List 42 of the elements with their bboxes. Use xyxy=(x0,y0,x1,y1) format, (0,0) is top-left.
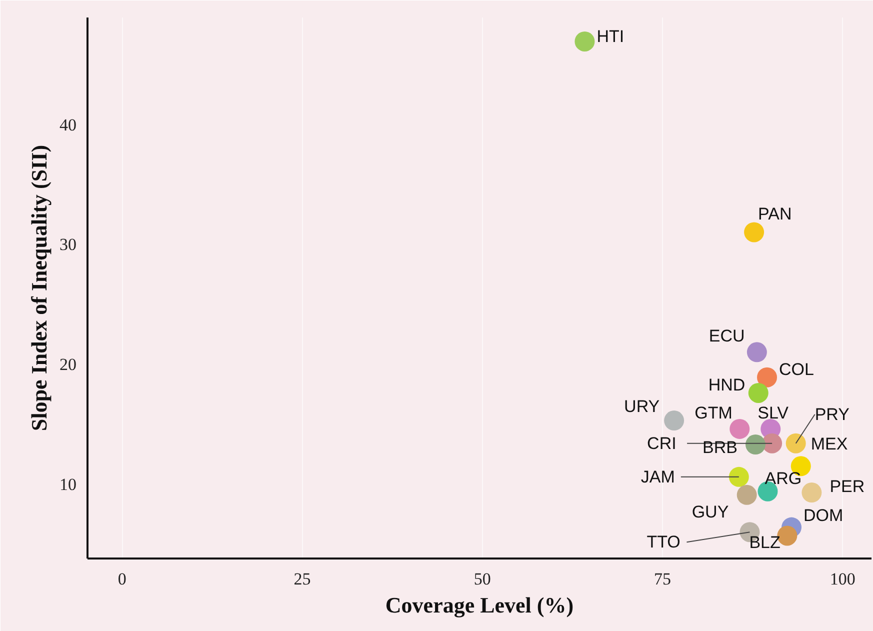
y-axis-title: Slope Index of Inequality (SII) xyxy=(26,144,52,432)
annotation: HND xyxy=(708,375,746,394)
annotation: DOM xyxy=(804,506,844,525)
annotation: JAM xyxy=(640,467,675,486)
point xyxy=(802,482,822,503)
y-tick-label: 10 xyxy=(60,475,76,494)
annotation: BLZ xyxy=(749,533,780,552)
annotation: PER xyxy=(830,477,865,496)
annotation: ECU xyxy=(708,326,745,346)
y-tick-label: 30 xyxy=(60,235,76,254)
x-tick-label: 75 xyxy=(654,570,672,588)
y-tick-label: 20 xyxy=(60,355,76,374)
point xyxy=(736,484,757,505)
annotation: PRY xyxy=(814,404,850,424)
x-tick-label: 0 xyxy=(118,570,126,588)
annotation: URY xyxy=(624,397,660,416)
x-tick-label: 25 xyxy=(294,570,311,588)
point xyxy=(757,367,778,388)
annotation: PAN xyxy=(758,204,792,224)
annotation: COL xyxy=(779,360,814,379)
x-axis-title: Coverage Level (%) xyxy=(385,592,574,618)
point xyxy=(745,434,766,455)
point xyxy=(728,466,749,487)
annotation: TTO xyxy=(646,532,680,552)
annotation: ARG xyxy=(764,468,802,488)
annotation: GTM xyxy=(694,403,732,422)
annotation: BRB xyxy=(702,438,738,458)
y-tick-label: 40 xyxy=(60,115,76,134)
point xyxy=(744,222,764,242)
point xyxy=(746,342,767,362)
annotation: MEX xyxy=(810,434,848,454)
annotation: GUY xyxy=(692,502,729,522)
point xyxy=(664,410,684,431)
x-tick-label: 50 xyxy=(474,570,491,588)
point xyxy=(730,418,750,439)
point xyxy=(748,382,768,403)
annotation: CRI xyxy=(647,434,676,453)
point xyxy=(786,433,806,454)
annotation: HTI xyxy=(596,26,624,46)
x-tick-label: 100 xyxy=(830,570,856,588)
annotation: SLV xyxy=(758,403,790,422)
point xyxy=(574,32,595,52)
